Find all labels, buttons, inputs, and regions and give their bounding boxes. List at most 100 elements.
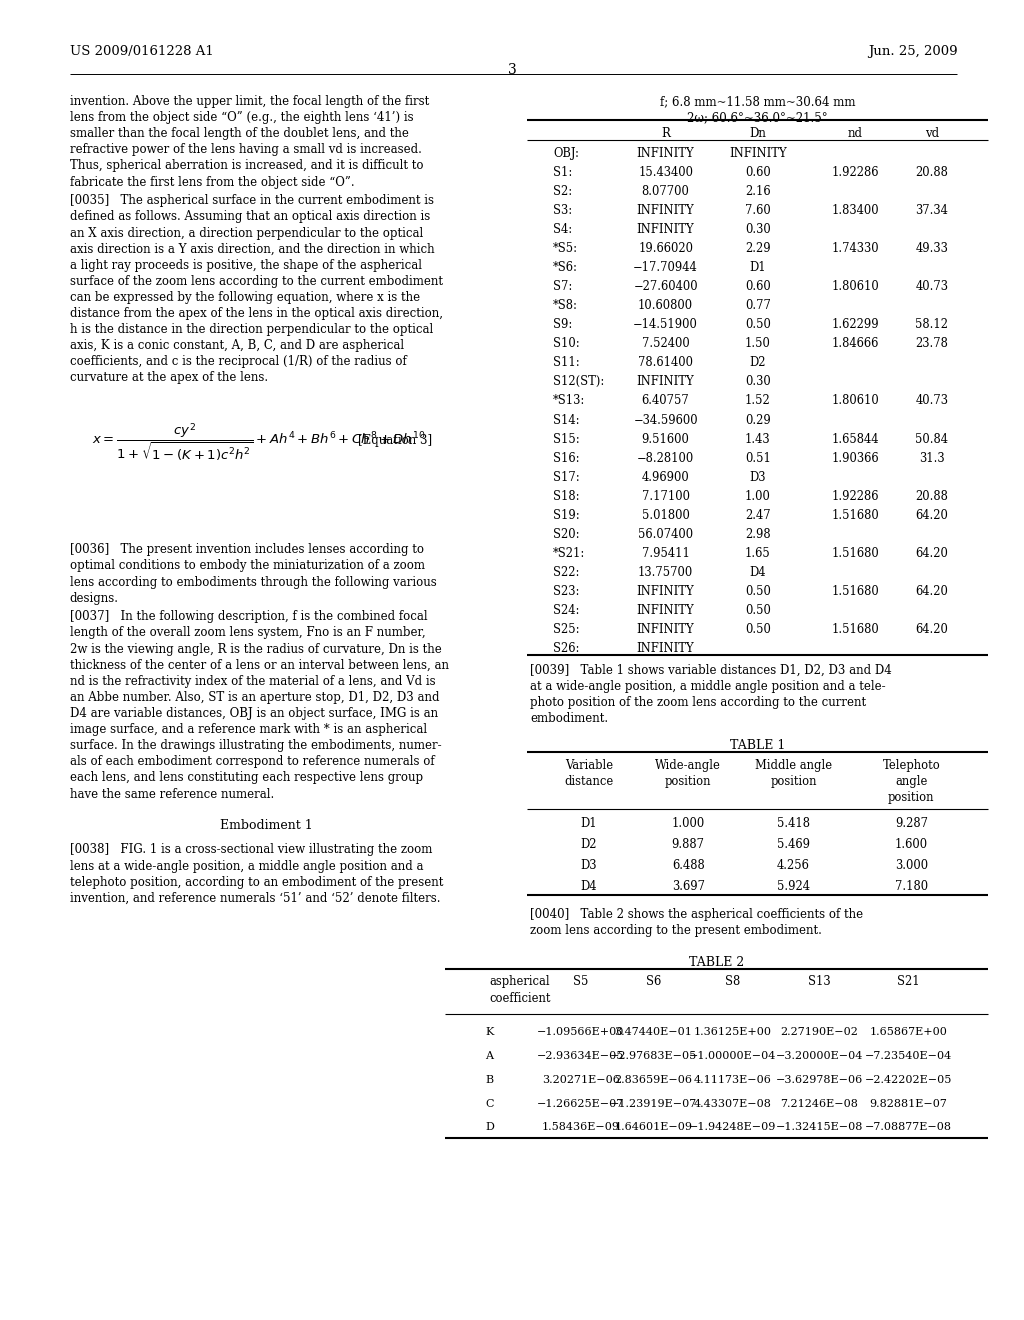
- Text: refractive power of the lens having a small vd is increased.: refractive power of the lens having a sm…: [70, 144, 422, 156]
- Text: surface. In the drawings illustrating the embodiments, numer-: surface. In the drawings illustrating th…: [70, 739, 441, 752]
- Text: 1.65844: 1.65844: [831, 433, 879, 446]
- Text: position: position: [665, 775, 712, 788]
- Text: −3.62978E−06: −3.62978E−06: [775, 1074, 863, 1085]
- Text: 9.82881E−07: 9.82881E−07: [869, 1098, 947, 1109]
- Text: thickness of the center of a lens or an interval between lens, an: thickness of the center of a lens or an …: [70, 659, 449, 672]
- Text: A: A: [485, 1051, 494, 1061]
- Text: D1: D1: [581, 817, 597, 830]
- Text: distance from the apex of the lens in the optical axis direction,: distance from the apex of the lens in th…: [70, 308, 442, 319]
- Text: −1.23919E−07: −1.23919E−07: [609, 1098, 697, 1109]
- Text: 1.51680: 1.51680: [831, 585, 879, 598]
- Text: curvature at the apex of the lens.: curvature at the apex of the lens.: [70, 371, 267, 384]
- Text: Dn: Dn: [750, 127, 766, 140]
- Text: 1.36125E+00: 1.36125E+00: [693, 1027, 771, 1038]
- Text: 7.21246E−08: 7.21246E−08: [780, 1098, 858, 1109]
- Text: 7.180: 7.180: [895, 880, 928, 894]
- Text: 40.73: 40.73: [915, 395, 948, 408]
- Text: D3: D3: [750, 471, 766, 483]
- Text: 20.88: 20.88: [915, 165, 948, 178]
- Text: Telephoto: Telephoto: [883, 759, 940, 772]
- Text: 37.34: 37.34: [915, 203, 948, 216]
- Text: 64.20: 64.20: [915, 585, 948, 598]
- Text: 2.27190E−02: 2.27190E−02: [780, 1027, 858, 1038]
- Text: S26:: S26:: [553, 643, 580, 656]
- Text: US 2009/0161228 A1: US 2009/0161228 A1: [70, 45, 213, 58]
- Text: 1.43: 1.43: [744, 433, 771, 446]
- Text: INFINITY: INFINITY: [637, 585, 694, 598]
- Text: INFINITY: INFINITY: [637, 375, 694, 388]
- Text: S13: S13: [808, 974, 830, 987]
- Text: S7:: S7:: [553, 280, 572, 293]
- Text: 0.50: 0.50: [744, 585, 771, 598]
- Text: 20.88: 20.88: [915, 490, 948, 503]
- Text: 9.287: 9.287: [895, 817, 928, 830]
- Text: −1.32415E−08: −1.32415E−08: [775, 1122, 863, 1133]
- Text: [Equation 3]: [Equation 3]: [358, 434, 432, 446]
- Text: 1.65: 1.65: [744, 546, 771, 560]
- Text: 1.58436E−09: 1.58436E−09: [542, 1122, 620, 1133]
- Text: embodiment.: embodiment.: [530, 713, 608, 726]
- Text: [0039]   Table 1 shows variable distances D1, D2, D3 and D4: [0039] Table 1 shows variable distances …: [530, 664, 892, 677]
- Text: each lens, and lens constituting each respective lens group: each lens, and lens constituting each re…: [70, 771, 423, 784]
- Text: coefficients, and c is the reciprocal (1/R) of the radius of: coefficients, and c is the reciprocal (1…: [70, 355, 407, 368]
- Text: D4 are variable distances, OBJ is an object surface, IMG is an: D4 are variable distances, OBJ is an obj…: [70, 708, 437, 719]
- Text: surface of the zoom lens according to the current embodiment: surface of the zoom lens according to th…: [70, 275, 442, 288]
- Text: 1.000: 1.000: [672, 817, 705, 830]
- Text: als of each embodiment correspond to reference numerals of: als of each embodiment correspond to ref…: [70, 755, 434, 768]
- Text: −1.26625E−07: −1.26625E−07: [537, 1098, 625, 1109]
- Text: telephoto position, according to an embodiment of the present: telephoto position, according to an embo…: [70, 875, 443, 888]
- Text: 8.07700: 8.07700: [642, 185, 689, 198]
- Text: distance: distance: [564, 775, 613, 788]
- Text: 2.98: 2.98: [744, 528, 771, 541]
- Text: lens from the object side “O” (e.g., the eighth lens ‘41’) is: lens from the object side “O” (e.g., the…: [70, 111, 414, 124]
- Text: −1.00000E−04: −1.00000E−04: [688, 1051, 776, 1061]
- Text: 2.16: 2.16: [744, 185, 771, 198]
- Text: 5.924: 5.924: [777, 880, 810, 894]
- Text: 0.30: 0.30: [744, 223, 771, 236]
- Text: 5.469: 5.469: [777, 838, 810, 851]
- Text: [0040]   Table 2 shows the aspherical coefficients of the: [0040] Table 2 shows the aspherical coef…: [530, 908, 863, 921]
- Text: −7.08877E−08: −7.08877E−08: [865, 1122, 951, 1133]
- Text: 1.90366: 1.90366: [831, 451, 879, 465]
- Text: 1.83400: 1.83400: [831, 203, 879, 216]
- Text: B: B: [485, 1074, 494, 1085]
- Text: 2.47: 2.47: [744, 510, 771, 521]
- Text: 40.73: 40.73: [915, 280, 948, 293]
- Text: 0.50: 0.50: [744, 605, 771, 618]
- Text: 3.697: 3.697: [672, 880, 705, 894]
- Text: S11:: S11:: [553, 356, 580, 370]
- Text: 23.78: 23.78: [915, 337, 948, 350]
- Text: D4: D4: [750, 566, 766, 579]
- Text: 1.92286: 1.92286: [831, 490, 879, 503]
- Text: D3: D3: [581, 859, 597, 873]
- Text: S2:: S2:: [553, 185, 572, 198]
- Text: 4.43307E−08: 4.43307E−08: [693, 1098, 771, 1109]
- Text: 6.488: 6.488: [672, 859, 705, 873]
- Text: −8.28100: −8.28100: [637, 451, 694, 465]
- Text: Jun. 25, 2009: Jun. 25, 2009: [867, 45, 957, 58]
- Text: zoom lens according to the present embodiment.: zoom lens according to the present embod…: [530, 924, 822, 937]
- Text: −34.59600: −34.59600: [633, 413, 698, 426]
- Text: 0.60: 0.60: [744, 280, 771, 293]
- Text: S20:: S20:: [553, 528, 580, 541]
- Text: invention, and reference numerals ‘51’ and ‘52’ denote filters.: invention, and reference numerals ‘51’ a…: [70, 892, 440, 904]
- Text: S24:: S24:: [553, 605, 580, 618]
- Text: INFINITY: INFINITY: [637, 223, 694, 236]
- Text: 7.52400: 7.52400: [642, 337, 689, 350]
- Text: INFINITY: INFINITY: [637, 203, 694, 216]
- Text: S4:: S4:: [553, 223, 572, 236]
- Text: S23:: S23:: [553, 585, 580, 598]
- Text: *S13:: *S13:: [553, 395, 585, 408]
- Text: defined as follows. Assuming that an optical axis direction is: defined as follows. Assuming that an opt…: [70, 210, 430, 223]
- Text: 4.96900: 4.96900: [642, 471, 689, 483]
- Text: S6: S6: [646, 974, 660, 987]
- Text: 4.11173E−06: 4.11173E−06: [693, 1074, 771, 1085]
- Text: *S6:: *S6:: [553, 261, 578, 275]
- Text: designs.: designs.: [70, 591, 119, 605]
- Text: at a wide-angle position, a middle angle position and a tele-: at a wide-angle position, a middle angle…: [530, 680, 886, 693]
- Text: have the same reference numeral.: have the same reference numeral.: [70, 788, 273, 800]
- Text: Variable: Variable: [565, 759, 612, 772]
- Text: S5: S5: [572, 974, 589, 987]
- Text: INFINITY: INFINITY: [637, 623, 694, 636]
- Text: 56.07400: 56.07400: [638, 528, 693, 541]
